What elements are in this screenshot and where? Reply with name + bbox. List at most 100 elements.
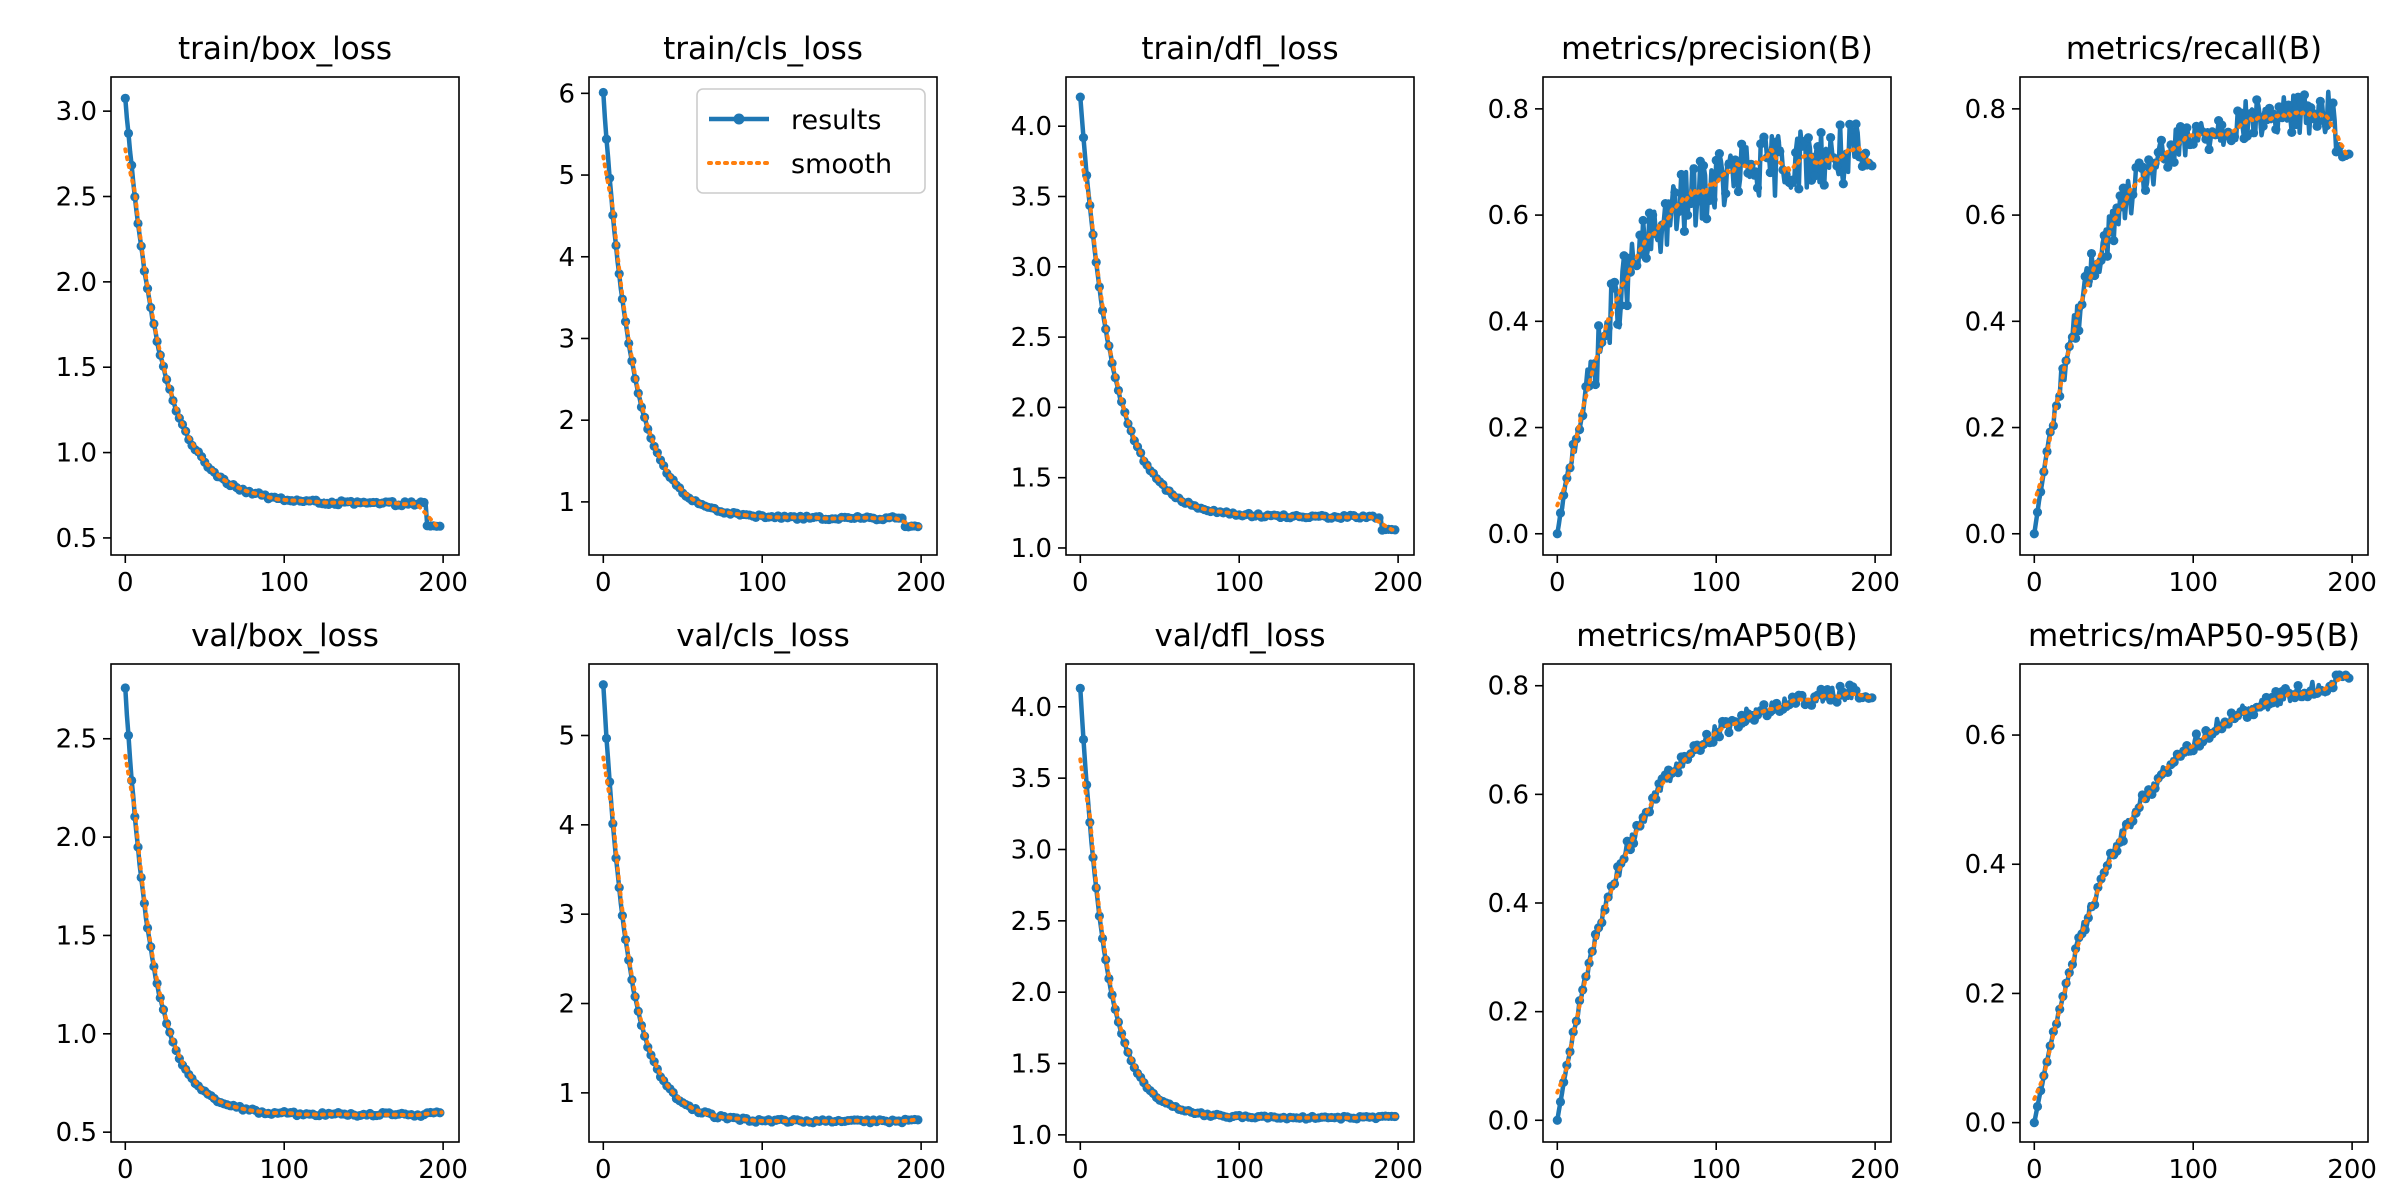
results-point: [2032, 1101, 2043, 1112]
y-tick-label: 0.6: [1488, 201, 1529, 231]
smooth-line: [123, 147, 444, 529]
results-line: [1555, 682, 1876, 1121]
results-point: [1733, 186, 1744, 197]
x-tick-label: 200: [2327, 1155, 2377, 1185]
results-point: [2290, 119, 2300, 130]
results-point: [120, 93, 130, 103]
results-point: [1806, 700, 1817, 710]
results-line: [2032, 89, 2353, 535]
axes-frame: [2019, 663, 2369, 1143]
results-point: [2217, 120, 2227, 130]
results-point: [1619, 251, 1629, 261]
axes-frame: [588, 663, 938, 1143]
x-tick-label: 0: [1072, 568, 1089, 598]
plot-area: [2029, 89, 2354, 539]
y-tick-label: 3: [558, 324, 575, 354]
smooth-line: [2032, 674, 2353, 1101]
subplot-title: val/dfl_loss: [1155, 618, 1326, 654]
smooth-line: [601, 755, 922, 1124]
results-point: [2102, 251, 2112, 261]
results-point: [1638, 215, 1648, 226]
results-point: [1721, 189, 1731, 199]
results-point: [120, 683, 130, 693]
results-point: [2204, 144, 2214, 155]
results-point: [2191, 729, 2201, 739]
results-point: [2182, 123, 2192, 133]
plot-area: [120, 93, 445, 531]
subplot-title: train/cls_loss: [663, 31, 863, 67]
results-point: [598, 680, 608, 690]
x-tick-label: 0: [595, 568, 612, 598]
results-point: [1737, 139, 1747, 149]
subplot-10: metrics/mAP50-95(B) 0 100 200 0.0 0.2 0.4 0.6: [1965, 618, 2377, 1185]
results-point: [1555, 1097, 1566, 1107]
results-point: [1775, 147, 1785, 157]
x-tick-label: 100: [1691, 568, 1741, 598]
results-point: [1835, 120, 1845, 130]
axes-frame: [110, 76, 460, 556]
results-point: [2137, 162, 2147, 172]
results-point: [1641, 253, 1651, 263]
subplot-7: val/cls_loss 0 100 200 1 2 3 4 5: [558, 618, 945, 1185]
y-tick-label: 4.0: [1011, 693, 1052, 723]
plot-area: [1075, 92, 1400, 535]
x-tick-label: 100: [2168, 568, 2218, 598]
results-point: [1794, 184, 1804, 194]
results-point: [1692, 196, 1702, 206]
y-tick-label: 1.0: [1011, 534, 1052, 564]
results-point: [913, 1115, 923, 1125]
results-point: [1759, 132, 1769, 142]
results-point: [2074, 326, 2084, 336]
x-tick-label: 0: [1549, 568, 1566, 598]
x-tick-label: 200: [1373, 1155, 1423, 1185]
results-line: [1078, 96, 1398, 533]
results-point: [1075, 92, 1085, 102]
results-point: [2163, 767, 2173, 777]
y-tick-label: 2.5: [1011, 323, 1052, 353]
y-tick-label: 0.4: [1488, 889, 1529, 919]
results-point: [2293, 680, 2303, 691]
y-tick-label: 0.8: [1488, 95, 1529, 125]
results-point: [123, 730, 134, 741]
results-point: [1724, 727, 1734, 738]
axes-frame: [1542, 663, 1892, 1143]
results-line: [2032, 672, 2352, 1124]
subplot-title: metrics/mAP50-95(B): [2028, 618, 2360, 654]
results-point: [2258, 121, 2268, 131]
results-point: [1822, 684, 1833, 695]
results-line: [123, 98, 443, 529]
results-point: [1616, 300, 1626, 311]
axes-frame: [110, 663, 460, 1143]
legend-smooth-label: smooth: [791, 149, 892, 180]
results-point: [1791, 148, 1801, 158]
smooth-line: [2032, 109, 2353, 505]
results-point: [2245, 108, 2256, 119]
y-tick-label: 2.5: [56, 183, 97, 213]
axes-frame: [2019, 76, 2369, 556]
results-point: [1708, 195, 1718, 205]
x-tick-label: 100: [259, 1155, 309, 1185]
y-tick-label: 2: [558, 406, 575, 436]
y-tick-label: 0.8: [1488, 672, 1529, 702]
x-tick-label: 200: [2327, 568, 2377, 598]
subplot-3: train/dfl_loss 0 100 200 1.0 1.5 2.0 2.5 3.0 3.5 4…: [1011, 31, 1423, 598]
results-point: [1078, 133, 1089, 143]
y-tick-label: 0.5: [56, 524, 97, 554]
y-tick-label: 0.4: [1965, 850, 2006, 880]
subplot-9: metrics/mAP50(B) 0 100 200 0.0 0.2 0.4 0.6 0.8: [1488, 618, 1900, 1185]
subplot-title: val/cls_loss: [676, 618, 850, 654]
results-point: [1555, 508, 1566, 518]
results-point: [2252, 95, 2262, 105]
legend-results-marker: [733, 113, 745, 125]
axes-frame: [1065, 76, 1415, 556]
results-point: [2283, 100, 2294, 110]
y-tick-label: 0.0: [1488, 520, 1529, 550]
legend-box: [696, 88, 926, 194]
plot-area: [120, 683, 445, 1122]
y-tick-label: 0.2: [1488, 414, 1529, 444]
results-point: [1622, 300, 1632, 311]
subplot-title: val/box_loss: [191, 618, 379, 654]
results-point: [2248, 128, 2259, 138]
y-tick-label: 0.6: [1965, 721, 2006, 751]
